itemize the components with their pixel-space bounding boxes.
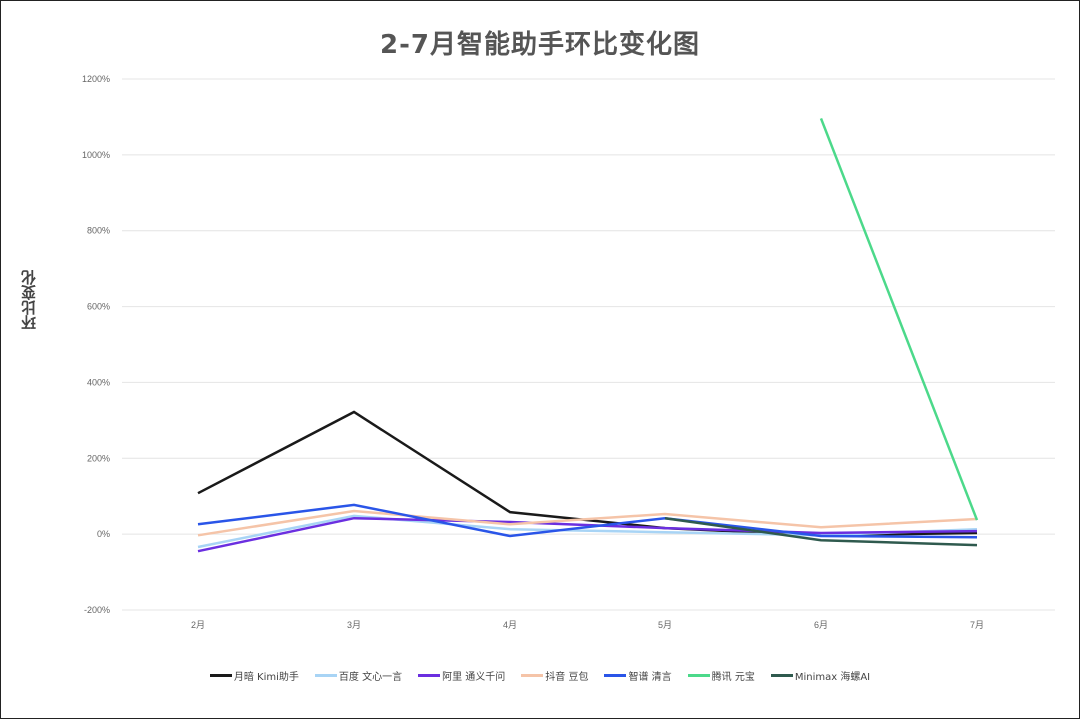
x-tick-label: 6月 bbox=[814, 620, 828, 630]
legend-swatch-icon bbox=[770, 674, 793, 677]
x-tick-label: 4月 bbox=[503, 620, 517, 630]
legend-item[interactable]: 百度 文心一言 bbox=[314, 668, 403, 683]
y-tick-label: 200% bbox=[87, 453, 110, 463]
legend: 月暗 Kimi助手 百度 文心一言 阿里 通义千问 抖音 豆包 智谱 清言 腾讯 元宝 Mi… bbox=[0, 668, 1080, 683]
series-line bbox=[197, 503, 978, 539]
y-tick-label: 800% bbox=[87, 226, 110, 236]
legend-swatch-icon bbox=[314, 674, 337, 677]
legend-item[interactable]: Minimax 海螺AI bbox=[770, 668, 871, 683]
legend-label: 阿里 通义千问 bbox=[442, 672, 506, 683]
legend-label: 腾讯 元宝 bbox=[711, 672, 755, 683]
legend-item[interactable]: 阿里 通义千问 bbox=[418, 668, 505, 683]
series-line bbox=[197, 514, 978, 549]
series-line bbox=[197, 509, 978, 537]
x-tick-label: 5月 bbox=[658, 620, 672, 630]
series-line bbox=[819, 117, 979, 521]
legend-swatch-icon bbox=[687, 674, 710, 677]
y-tick-label: -200% bbox=[84, 605, 110, 615]
y-tick-label: 1200% bbox=[82, 74, 110, 84]
legend-label: 百度 文心一言 bbox=[338, 672, 403, 683]
series-line bbox=[197, 516, 978, 553]
x-tick-label: 3月 bbox=[347, 620, 361, 630]
legend-swatch-icon bbox=[209, 674, 232, 677]
y-tick-label: 1000% bbox=[82, 150, 110, 160]
y-tick-label: 600% bbox=[87, 302, 110, 312]
legend-label: 月暗 Kimi助手 bbox=[233, 672, 299, 683]
legend-label: 抖音 豆包 bbox=[545, 672, 589, 683]
legend-swatch-icon bbox=[604, 674, 627, 677]
legend-item[interactable]: 智谱 清言 bbox=[604, 668, 672, 683]
legend-item[interactable]: 月暗 Kimi助手 bbox=[209, 668, 299, 683]
y-tick-label: 0% bbox=[97, 529, 110, 539]
y-tick-label: 400% bbox=[87, 377, 110, 387]
x-tick-label: 2月 bbox=[191, 620, 205, 630]
legend-item[interactable]: 抖音 豆包 bbox=[521, 668, 588, 683]
legend-item[interactable]: 腾讯 元宝 bbox=[687, 668, 755, 683]
series-line bbox=[664, 516, 978, 547]
legend-swatch-icon bbox=[418, 674, 441, 677]
legend-swatch-icon bbox=[521, 674, 544, 677]
x-tick-label: 7月 bbox=[970, 620, 984, 630]
chart-title: 2-7月智能助手环比变化图 bbox=[380, 30, 700, 60]
legend-label: 智谱 清言 bbox=[628, 672, 672, 683]
legend-label: Minimax 海螺AI bbox=[794, 672, 871, 683]
